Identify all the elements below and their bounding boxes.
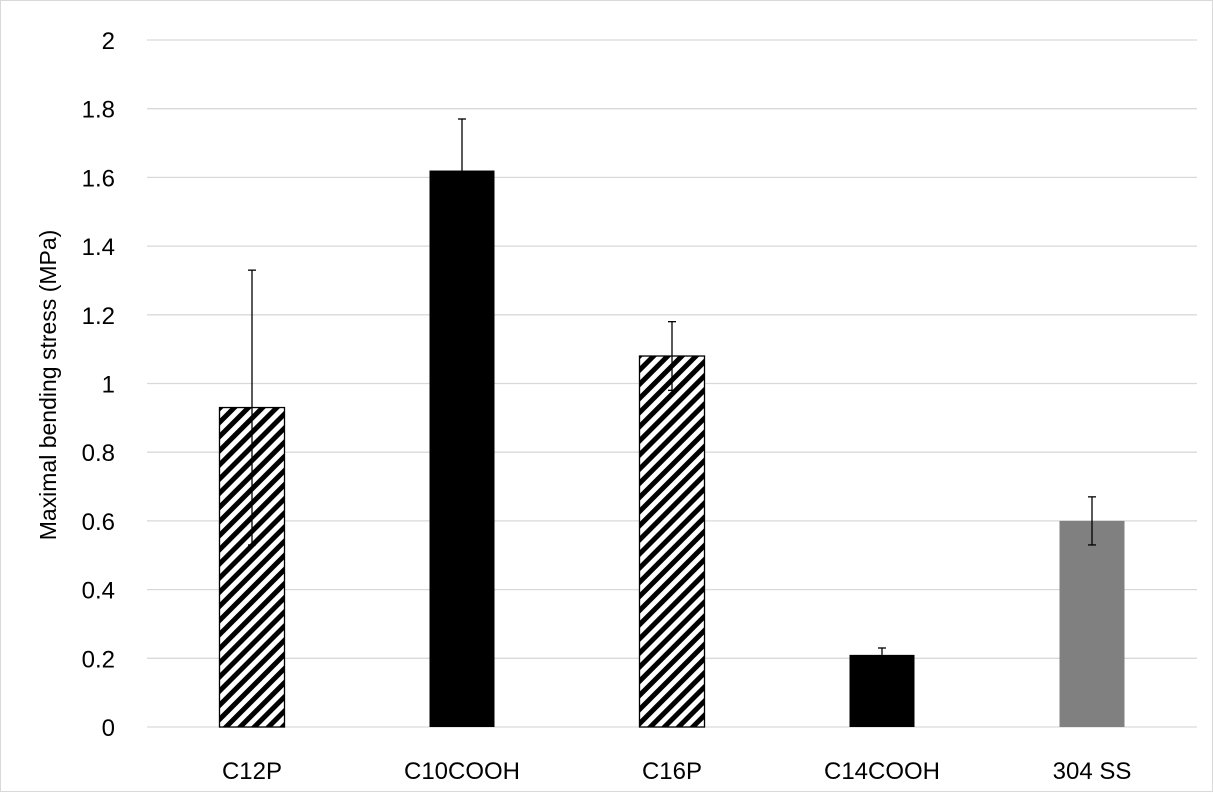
error-bars bbox=[248, 118, 1096, 655]
y-tick-label: 2 bbox=[102, 28, 115, 55]
y-tick-label: 0 bbox=[102, 715, 115, 742]
x-tick-label: C12P bbox=[222, 758, 282, 785]
y-tick-label: 1.6 bbox=[82, 165, 115, 192]
y-tick-label: 0.6 bbox=[82, 509, 115, 536]
error-bar bbox=[878, 647, 886, 655]
y-tick-label: 0.8 bbox=[82, 440, 115, 467]
x-tick-label: C14COOH bbox=[824, 758, 940, 785]
y-tick-labels: 0 0.2 0.4 0.6 0.8 1 1.2 1.4 1.6 1.8 2 bbox=[82, 28, 115, 742]
error-bar bbox=[668, 321, 676, 392]
bar-c10cooh bbox=[429, 170, 495, 727]
error-bar bbox=[458, 118, 466, 171]
bar-304-ss bbox=[1059, 520, 1125, 727]
error-bar bbox=[1088, 496, 1096, 546]
y-tick-label: 0.4 bbox=[82, 578, 115, 605]
error-bar bbox=[248, 269, 256, 546]
y-tick-label: 0.2 bbox=[82, 646, 115, 673]
y-tick-label: 1.4 bbox=[82, 234, 115, 261]
bars bbox=[218, 170, 1125, 728]
x-tick-label: C16P bbox=[642, 758, 702, 785]
bar-c16p bbox=[638, 355, 706, 728]
x-tick-label: C10COOH bbox=[404, 758, 520, 785]
y-tick-label: 1.2 bbox=[82, 303, 115, 330]
y-axis-title: Maximal bending stress (MPa) bbox=[35, 230, 61, 541]
bar-c14cooh bbox=[849, 654, 915, 727]
x-tick-labels: C12P C10COOH C16P C14COOH 304 SS bbox=[222, 758, 1131, 785]
y-tick-label: 1.8 bbox=[82, 97, 115, 124]
y-tick-label: 1 bbox=[102, 372, 115, 399]
x-tick-label: 304 SS bbox=[1053, 758, 1132, 785]
